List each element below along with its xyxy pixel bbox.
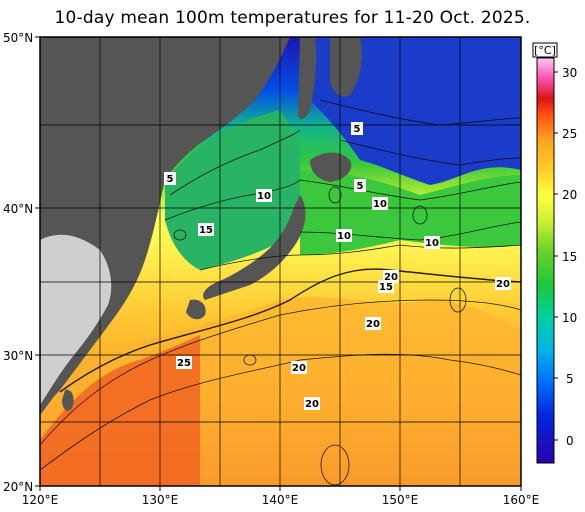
colorbar-unit: [°C]: [534, 44, 556, 57]
taiwan: [62, 389, 74, 411]
lon-label-150: 150°E: [382, 493, 419, 507]
asia-mainland: [40, 37, 290, 415]
contour-labels: 5 5 5 10 10 10 10 15 15 20 20 20 20 20 2…: [164, 122, 511, 410]
kamchatka: [330, 37, 362, 97]
contour-label: 10: [425, 238, 439, 249]
contour-label: 10: [337, 231, 351, 242]
colorbar-tick: 0: [566, 434, 574, 448]
sakhalin: [298, 37, 317, 120]
contour-label: 25: [177, 358, 191, 369]
colorbar-tick: 5: [566, 372, 574, 386]
lat-label-50: 50°N: [3, 31, 33, 45]
colorbar-tick: 15: [562, 250, 577, 264]
contour-label: 5: [167, 174, 174, 185]
contour-label: 15: [379, 282, 393, 293]
colorbar-tick: 25: [562, 127, 577, 141]
contour-label: 10: [257, 191, 271, 202]
japan-hokkaido: [310, 152, 352, 182]
contour-label: 20: [384, 272, 398, 283]
axis-ticks: [35, 36, 522, 491]
contour-label: 15: [199, 225, 213, 236]
lon-label-130: 130°E: [142, 493, 179, 507]
contour-label: 20: [496, 279, 510, 290]
colorbar-gradient: [536, 57, 555, 464]
contour-label: 20: [366, 319, 380, 330]
lon-label-120: 120°E: [22, 493, 59, 507]
contour-label: 20: [292, 363, 306, 374]
lat-label-40: 40°N: [3, 202, 33, 216]
lat-label-20: 20°N: [3, 480, 33, 494]
contour-label: 10: [373, 199, 387, 210]
colorbar-tick: 30: [562, 66, 577, 80]
colorbar: [°C] 30 25 20 15 10 5 0: [532, 42, 577, 464]
graticule: [40, 37, 521, 486]
map-title: 10-day mean 100m temperatures for 11-20 …: [54, 8, 531, 28]
contour-label: 20: [305, 399, 319, 410]
lon-label-160: 160°E: [503, 493, 540, 507]
lon-label-140: 140°E: [262, 493, 299, 507]
japan-honshu: [203, 195, 306, 300]
colorbar-tick: 20: [562, 188, 577, 202]
lat-label-30: 30°N: [3, 349, 33, 363]
contour-label: 5: [357, 181, 364, 192]
contour-label: 5: [354, 124, 361, 135]
kyushu: [186, 299, 206, 320]
colorbar-tick: 10: [562, 311, 577, 325]
map-plot-area: [40, 37, 521, 486]
outer-land: [40, 234, 112, 405]
